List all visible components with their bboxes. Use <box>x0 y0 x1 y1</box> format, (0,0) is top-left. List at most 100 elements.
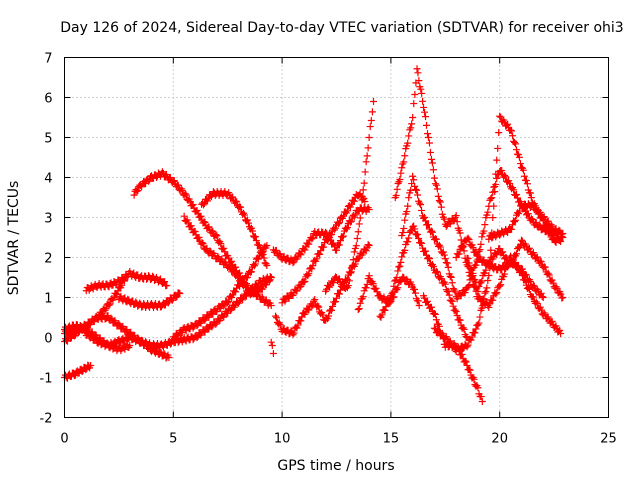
data-point-marker <box>80 324 88 332</box>
data-point-marker <box>437 203 445 211</box>
data-point-marker <box>426 148 434 156</box>
data-point-marker <box>336 237 344 245</box>
data-point-marker <box>526 277 534 285</box>
data-point-marker <box>289 331 297 339</box>
x-tick-label: 25 <box>600 432 617 447</box>
data-point-marker <box>429 166 437 174</box>
data-point-marker <box>440 215 448 223</box>
data-point-marker <box>316 250 324 258</box>
data-point-marker <box>418 239 426 247</box>
y-tick-label: 5 <box>44 132 52 147</box>
series-sat-p <box>322 98 377 295</box>
data-point-marker <box>200 201 208 209</box>
data-point-marker <box>482 288 490 296</box>
data-point-marker <box>163 341 171 349</box>
data-point-marker <box>465 365 473 373</box>
data-point-marker <box>441 280 449 288</box>
data-point-marker <box>504 228 512 236</box>
data-point-marker <box>246 291 254 299</box>
data-point-marker <box>158 168 166 176</box>
data-point-marker <box>447 273 455 281</box>
data-point-marker <box>478 277 486 285</box>
data-point-marker <box>523 180 531 188</box>
data-point-marker <box>331 226 339 234</box>
data-point-marker <box>418 89 426 97</box>
data-point-marker <box>414 230 422 238</box>
data-point-marker <box>544 217 552 225</box>
data-point-marker <box>95 337 103 345</box>
data-point-marker <box>472 248 480 256</box>
data-point-marker <box>228 257 236 265</box>
data-point-marker <box>452 212 460 220</box>
data-point-marker <box>352 242 360 250</box>
data-point-marker <box>489 214 497 222</box>
data-point-marker <box>113 290 121 298</box>
data-point-marker <box>414 69 422 77</box>
data-point-marker <box>395 263 403 271</box>
data-point-marker <box>532 204 540 212</box>
data-point-marker <box>453 218 461 226</box>
data-point-marker <box>233 270 241 278</box>
data-point-marker <box>163 282 171 289</box>
data-point-marker <box>146 342 154 350</box>
data-point-marker <box>354 228 362 236</box>
data-point-marker <box>324 237 332 245</box>
data-point-marker <box>501 171 509 179</box>
data-point-marker <box>442 259 450 267</box>
data-point-marker <box>365 134 373 142</box>
data-point-marker <box>548 317 556 325</box>
data-point-marker <box>206 247 214 255</box>
data-point-marker <box>213 232 221 240</box>
data-point-marker <box>182 327 190 335</box>
data-point-marker <box>557 330 565 337</box>
data-point-marker <box>478 398 486 405</box>
data-point-marker <box>251 260 259 268</box>
data-point-marker <box>177 185 185 193</box>
data-point-marker <box>417 239 425 247</box>
data-point-marker <box>350 197 358 205</box>
data-point-marker <box>475 319 483 327</box>
data-point-marker <box>510 186 518 194</box>
data-point-marker <box>417 201 425 209</box>
data-point-marker <box>200 218 208 226</box>
data-point-marker <box>459 324 467 332</box>
data-point-marker <box>472 325 480 333</box>
data-point-marker <box>356 299 364 307</box>
data-point-marker <box>359 186 367 194</box>
data-point-marker <box>174 332 182 340</box>
data-point-marker <box>526 189 534 197</box>
data-point-marker <box>423 297 431 305</box>
data-point-marker <box>434 192 442 200</box>
data-point-marker <box>487 246 495 254</box>
data-point-marker <box>332 298 340 306</box>
data-point-marker <box>258 285 266 293</box>
data-point-marker <box>409 114 417 122</box>
data-point-marker <box>524 210 532 218</box>
data-point-marker <box>325 312 333 320</box>
data-point-marker <box>195 233 203 241</box>
data-point-marker <box>273 314 281 322</box>
data-point-marker <box>427 227 435 235</box>
data-point-marker <box>401 246 409 254</box>
data-point-marker <box>411 225 419 233</box>
data-point-marker <box>496 231 504 239</box>
data-point-marker <box>442 222 450 230</box>
plot-frame <box>64 57 609 418</box>
data-point-marker <box>289 259 297 267</box>
data-point-marker <box>309 262 317 270</box>
data-point-marker <box>544 269 552 277</box>
data-point-marker <box>217 240 225 248</box>
data-point-marker <box>105 283 113 291</box>
data-point-marker <box>502 173 510 181</box>
data-point-marker <box>459 345 467 353</box>
data-point-marker <box>351 211 359 219</box>
data-point-marker <box>497 281 505 289</box>
data-point-marker <box>322 228 330 236</box>
data-point-marker <box>251 233 259 241</box>
data-point-marker <box>449 302 457 310</box>
data-point-marker <box>424 134 432 142</box>
data-point-marker <box>168 296 176 304</box>
data-point-marker <box>301 246 309 254</box>
data-point-marker <box>330 239 338 247</box>
